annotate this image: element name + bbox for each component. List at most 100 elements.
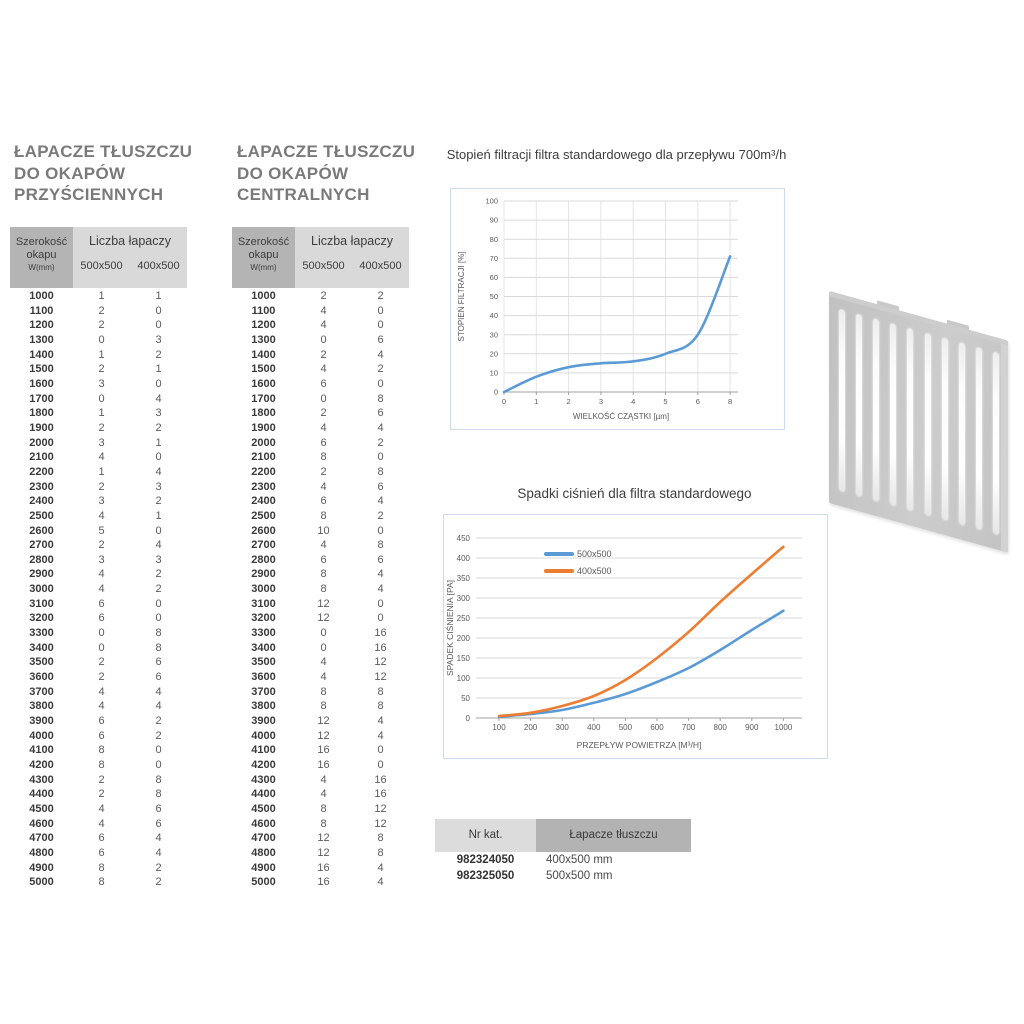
catcher-count-header: Liczba łapaczy 500x500 400x500	[295, 227, 409, 288]
count-500x500-cell: 3	[98, 377, 105, 390]
filter-baffle-slot	[958, 341, 965, 526]
count-400x500-cell: 8	[377, 685, 384, 698]
table-row: 1900 4 4	[232, 421, 409, 436]
title-line: DO OKAPÓW	[14, 163, 126, 183]
size-column-500x500: 500x500	[302, 260, 345, 272]
count-500x500-cell: 2	[98, 480, 105, 493]
count-400x500-cell: 4	[155, 392, 162, 405]
count-400x500-cell: 0	[377, 319, 384, 332]
count-500x500-cell: 4	[98, 509, 105, 522]
catcher-count-label: Liczba łapaczy	[89, 234, 171, 248]
count-500x500-cell: 0	[320, 627, 327, 640]
count-500x500-cell: 8	[320, 817, 327, 830]
count-500x500-cell: 4	[320, 788, 327, 801]
catcher-count-header: Liczba łapaczy 500x500 400x500	[73, 227, 187, 288]
hood-width-cell: 3300	[29, 627, 54, 640]
svg-text:8: 8	[728, 397, 732, 406]
count-400x500-cell: 6	[155, 802, 162, 815]
hood-width-cell: 1100	[29, 304, 54, 317]
svg-text:600: 600	[650, 723, 664, 732]
svg-text:40: 40	[490, 311, 498, 320]
svg-text:900: 900	[745, 723, 759, 732]
catalog-size: 400x500 mm	[546, 854, 613, 866]
count-400x500-cell: 16	[374, 773, 387, 786]
count-400x500-cell: 0	[155, 304, 162, 317]
legend-item-500x500: 500x500	[544, 545, 612, 562]
pressure-chart-plot: 0 50 100 150 200 250 300 350 400 450 100 200 300 400 5…	[444, 534, 802, 750]
table-row: 4100 8 0	[10, 743, 187, 758]
table-row: 4200 8 0	[10, 758, 187, 773]
hood-width-cell: 4100	[29, 744, 54, 757]
svg-text:400: 400	[587, 723, 601, 732]
count-400x500-cell: 0	[155, 759, 162, 771]
hood-width-cell: 1900	[29, 421, 54, 434]
table-row: 4800 6 4	[10, 846, 187, 861]
hood-width-cell: 1000	[29, 290, 54, 302]
table-row: 2200 2 8	[232, 465, 409, 480]
title-line: DO OKAPÓW	[237, 163, 349, 183]
count-500x500-cell: 8	[320, 509, 327, 522]
pressure-chart: 0 50 100 150 200 250 300 350 400 450 100 200 300 400 5…	[443, 514, 828, 759]
hood-width-cell: 4700	[29, 832, 54, 845]
count-400x500-cell: 0	[377, 451, 384, 464]
count-400x500-cell: 2	[155, 729, 162, 742]
count-500x500-cell: 2	[98, 421, 105, 434]
table-row: 2300 2 3	[10, 480, 187, 495]
count-400x500-cell: 2	[155, 861, 162, 874]
count-500x500-cell: 12	[317, 715, 330, 728]
table-row: 3300 0 8	[10, 626, 187, 641]
count-500x500-cell: 10	[317, 524, 330, 537]
product-photo	[829, 291, 1008, 553]
count-400x500-cell: 1	[155, 290, 162, 302]
hood-width-cell: 4100	[251, 744, 276, 757]
central-table-body: 1000 2 2 1100 4 0 1200 4 0 1300 0 6 1400 2 4 1500 4 2 1600…	[232, 289, 409, 890]
table-row: 4700 6 4	[10, 831, 187, 846]
table-row: 1400 1 2	[10, 348, 187, 363]
hood-width-cell: 3900	[251, 715, 276, 728]
count-500x500-cell: 6	[320, 553, 327, 566]
count-500x500-cell: 12	[317, 597, 330, 610]
count-500x500-cell: 2	[98, 788, 105, 801]
table-row: 4000 12 4	[232, 729, 409, 744]
count-400x500-cell: 16	[374, 788, 387, 801]
hood-width-cell: 3500	[29, 656, 54, 669]
hood-width-cell: 3500	[251, 656, 276, 669]
hood-width-cell: 1000	[251, 290, 276, 302]
mounting-tab	[947, 319, 969, 331]
count-400x500-cell: 6	[155, 656, 162, 669]
hood-width-cell: 2500	[29, 509, 54, 522]
filter-baffle-slot	[839, 308, 845, 493]
count-400x500-cell: 4	[377, 568, 384, 581]
svg-text:80: 80	[490, 235, 498, 244]
count-500x500-cell: 8	[320, 451, 327, 464]
count-500x500-cell: 4	[320, 480, 327, 493]
count-500x500-cell: 1	[98, 407, 105, 420]
hood-width-cell: 3300	[251, 627, 276, 640]
table-row: 4600 8 12	[232, 817, 409, 832]
count-400x500-cell: 4	[377, 421, 384, 434]
svg-text:300: 300	[457, 594, 471, 603]
table-row: 4500 4 6	[10, 802, 187, 817]
hood-width-cell: 1700	[251, 392, 276, 405]
wall-table-header: Szerokość okapu W(mm) Liczba łapaczy 500…	[10, 227, 187, 288]
table-row: 3200 6 0	[10, 611, 187, 626]
table-row: 1900 2 2	[10, 421, 187, 436]
count-400x500-cell: 2	[155, 421, 162, 434]
table-row: 3400 0 8	[10, 641, 187, 656]
table-row: 2700 4 8	[232, 538, 409, 553]
count-400x500-cell: 6	[155, 671, 162, 684]
hood-width-cell: 2000	[29, 436, 54, 449]
count-400x500-cell: 0	[155, 319, 162, 332]
svg-text:4: 4	[631, 397, 635, 406]
count-400x500-cell: 3	[155, 333, 162, 346]
hood-width-cell: 2700	[251, 539, 276, 552]
hood-width-cell: 4200	[29, 759, 54, 771]
table-row: 1300 0 6	[232, 333, 409, 348]
hood-width-cell: 4500	[251, 802, 276, 815]
svg-text:6: 6	[696, 397, 700, 406]
hood-width-cell: 2400	[251, 495, 276, 508]
count-400x500-cell: 2	[155, 715, 162, 728]
count-500x500-cell: 2	[98, 671, 105, 684]
count-400x500-cell: 16	[374, 641, 387, 654]
wall-table: Szerokość okapu W(mm) Liczba łapaczy 500…	[10, 227, 187, 890]
